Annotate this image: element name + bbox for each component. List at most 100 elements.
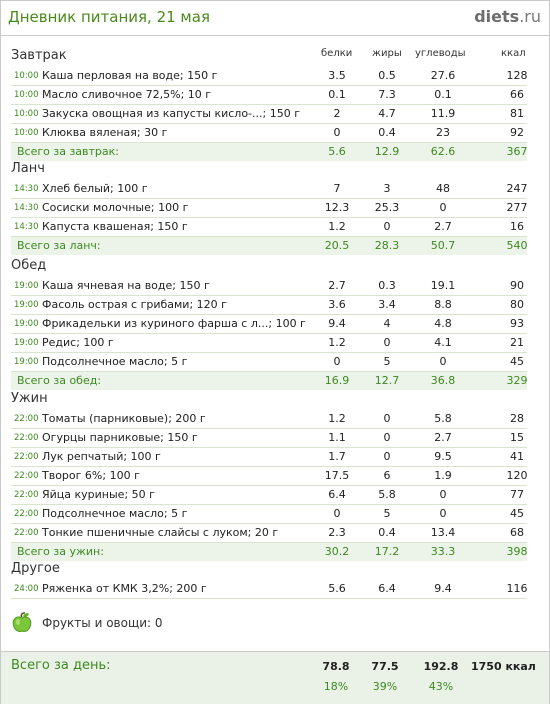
- protein-value: 0: [333, 355, 341, 368]
- kcal-value: 45: [510, 355, 524, 368]
- food-row[interactable]: 10:00 Закуска овощная из капусты кисло-..…: [11, 105, 527, 124]
- carbs-value: 9.5: [434, 450, 452, 463]
- meal-time: 10:00: [14, 71, 39, 81]
- day-pct-fat: 39%: [372, 680, 398, 693]
- food-name[interactable]: Редис; 100 г: [42, 336, 114, 349]
- section-title: Ужин: [11, 391, 48, 406]
- fat-value: 7.3: [378, 88, 396, 101]
- food-row[interactable]: 14:30 Хлеб белый; 100 г 7 3 48 247: [11, 180, 528, 199]
- kcal-value: 68: [510, 526, 524, 539]
- section-total-row: Всего за обед: 16.9 12.7 36.8 329: [11, 372, 528, 390]
- food-name[interactable]: Каша перловая на воде; 150 г: [42, 69, 218, 82]
- carbs-value: 2.7: [434, 220, 452, 233]
- protein-value: 1.1: [328, 431, 346, 444]
- meal-time: 19:00: [14, 319, 39, 329]
- apple-icon: [12, 612, 32, 632]
- section-title: Обед: [11, 258, 47, 273]
- food-row[interactable]: 19:00 Фасоль острая с грибами; 120 г 3.6 3.…: [11, 296, 527, 315]
- section-total-row: Всего за завтрак: 5.6 12.9 62.6 367: [11, 143, 528, 161]
- carbs-value: 4.1: [434, 336, 452, 349]
- protein-value: 5.6: [328, 582, 346, 595]
- meal-time: 10:00: [14, 109, 39, 119]
- food-row[interactable]: 10:00 Масло сливочное 72,5%; 10 г 0.1 7.3 0.…: [11, 86, 527, 105]
- food-row[interactable]: 22:00 Подсолнечное масло; 5 г 0 5 0 45: [11, 505, 527, 524]
- carbs-value: 9.4: [434, 582, 452, 595]
- section-title: Завтрак: [11, 48, 67, 63]
- total-protein: 20.5: [324, 239, 350, 252]
- fat-value: 3: [383, 182, 391, 195]
- protein-value: 2.3: [328, 526, 346, 539]
- total-kcal: 398: [506, 545, 528, 558]
- food-row[interactable]: 19:00 Фрикадельки из куриного фарша с л..…: [11, 315, 527, 334]
- logo-tld: .ru: [519, 7, 541, 26]
- food-name[interactable]: Ряженка от КМК 3,2%; 200 г: [42, 582, 207, 595]
- food-row[interactable]: 22:00 Огурцы парниковые; 150 г 1.1 0 2.7 15: [11, 429, 527, 448]
- carbs-value: 5.8: [434, 412, 452, 425]
- fat-value: 0: [383, 431, 391, 444]
- fat-value: 4.7: [378, 107, 396, 120]
- meal-time: 24:00: [14, 584, 39, 594]
- site-logo[interactable]: diets.ru: [474, 7, 541, 26]
- food-name[interactable]: Томаты (парниковые); 200 г: [42, 412, 206, 425]
- meal-time: 19:00: [14, 338, 39, 348]
- food-row[interactable]: 14:30 Сосиски молочные; 100 г 12.3 25.3 0 277: [11, 199, 528, 218]
- food-row[interactable]: 22:00 Тонкие пшеничные слайсы с луком; 20…: [11, 524, 527, 543]
- food-name[interactable]: Подсолнечное масло; 5 г: [42, 355, 188, 368]
- section-total-row: Всего за ланч: 20.5 28.3 50.7 540: [11, 237, 528, 255]
- protein-value: 2.7: [328, 279, 346, 292]
- food-name[interactable]: Капуста квашеная; 150 г: [42, 220, 188, 233]
- day-total-bar: Всего за день: 78.8 77.5 192.8 1750 ккал…: [1, 651, 549, 704]
- protein-value: 3.6: [328, 298, 346, 311]
- food-row[interactable]: 10:00 Клюква вяленая; 30 г 0 0.4 23 92: [11, 124, 527, 143]
- total-fat: 12.7: [374, 374, 400, 387]
- food-row[interactable]: 22:00 Томаты (парниковые); 200 г 1.2 0 5.8 28: [11, 410, 527, 429]
- protein-value: 1.7: [328, 450, 346, 463]
- kcal-value: 21: [510, 336, 524, 349]
- food-name[interactable]: Творог 6%; 100 г: [42, 469, 140, 482]
- logo-main: diets: [474, 7, 520, 26]
- section-total-label: Всего за ланч:: [17, 239, 101, 252]
- food-name[interactable]: Масло сливочное 72,5%; 10 г: [42, 88, 212, 101]
- food-name[interactable]: Огурцы парниковые; 150 г: [42, 431, 198, 444]
- food-name[interactable]: Клюква вяленая; 30 г: [42, 126, 168, 139]
- food-row[interactable]: 10:00 Каша перловая на воде; 150 г 3.5 0.5 2…: [11, 67, 528, 86]
- food-row[interactable]: 14:30 Капуста квашеная; 150 г 1.2 0 2.7 16: [11, 218, 527, 237]
- total-kcal: 329: [506, 374, 528, 387]
- food-row[interactable]: 22:00 Яйца куриные; 50 г 6.4 5.8 0 77: [11, 486, 527, 505]
- protein-value: 12.3: [324, 201, 350, 214]
- food-name[interactable]: Фасоль острая с грибами; 120 г: [42, 298, 227, 311]
- day-total-fat: 77.5: [371, 660, 399, 673]
- total-protein: 30.2: [324, 545, 350, 558]
- food-row[interactable]: 22:00 Творог 6%; 100 г 17.5 6 1.9 120: [11, 467, 528, 486]
- kcal-value: 92: [510, 126, 524, 139]
- meal-time: 14:30: [14, 222, 39, 232]
- carbs-value: 23: [436, 126, 450, 139]
- food-name[interactable]: Тонкие пшеничные слайсы с луком; 20 г: [42, 526, 279, 539]
- food-name[interactable]: Фрикадельки из куриного фарша с л...; 10…: [42, 317, 306, 330]
- meal-time: 19:00: [14, 300, 39, 310]
- food-name[interactable]: Каша ячневая на воде; 150 г: [42, 279, 210, 292]
- meal-time: 22:00: [14, 452, 39, 462]
- carbs-value: 0: [439, 488, 447, 501]
- kcal-value: 66: [510, 88, 524, 101]
- food-name[interactable]: Лук репчатый; 100 г: [42, 450, 161, 463]
- fat-value: 6: [383, 469, 391, 482]
- food-row[interactable]: 24:00 Ряженка от КМК 3,2%; 200 г 5.6 6.4 9.4…: [11, 580, 528, 599]
- food-name[interactable]: Хлеб белый; 100 г: [42, 182, 148, 195]
- meal-time: 22:00: [14, 414, 39, 424]
- kcal-value: 41: [510, 450, 524, 463]
- food-row[interactable]: 19:00 Каша ячневая на воде; 150 г 2.7 0.3 19…: [11, 277, 527, 296]
- protein-value: 9.4: [328, 317, 346, 330]
- food-name[interactable]: Закуска овощная из капусты кисло-...; 15…: [42, 107, 300, 120]
- food-name[interactable]: Сосиски молочные; 100 г: [42, 201, 189, 214]
- food-row[interactable]: 19:00 Редис; 100 г 1.2 0 4.1 21: [11, 334, 527, 353]
- meal-time: 22:00: [14, 471, 39, 481]
- fat-value: 0: [383, 336, 391, 349]
- food-row[interactable]: 19:00 Подсолнечное масло; 5 г 0 5 0 45: [11, 353, 527, 372]
- food-row[interactable]: 22:00 Лук репчатый; 100 г 1.7 0 9.5 41: [11, 448, 527, 467]
- food-name[interactable]: Подсолнечное масло; 5 г: [42, 507, 188, 520]
- carbs-value: 27.6: [430, 69, 456, 82]
- protein-value: 1.2: [328, 412, 346, 425]
- food-name[interactable]: Яйца куриные; 50 г: [42, 488, 155, 501]
